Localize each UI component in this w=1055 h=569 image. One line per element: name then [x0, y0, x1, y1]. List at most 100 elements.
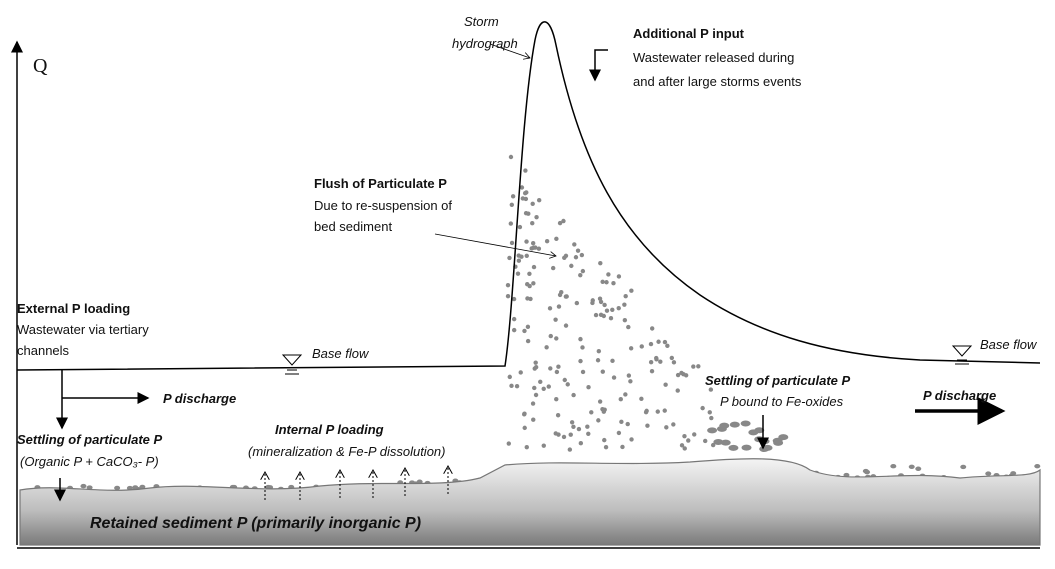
particle	[525, 324, 531, 330]
particle	[546, 384, 551, 389]
particle	[561, 218, 566, 224]
particle	[890, 464, 897, 469]
particle	[541, 386, 546, 391]
particle	[139, 484, 146, 490]
particle	[510, 194, 516, 199]
label: and after large storms events	[633, 74, 802, 89]
particle	[532, 385, 537, 391]
particle	[508, 154, 514, 160]
particle	[759, 438, 770, 445]
label: P bound to Fe-oxides	[720, 394, 844, 409]
label-title: Settling of particulate P	[17, 432, 163, 447]
particle	[664, 425, 669, 430]
particle	[625, 421, 630, 427]
particle	[602, 437, 607, 443]
particle	[616, 305, 621, 311]
particle	[671, 422, 676, 427]
particle	[132, 485, 139, 490]
particle	[710, 442, 716, 448]
particle	[506, 441, 511, 446]
particle	[514, 384, 520, 389]
particle	[554, 336, 559, 341]
particle	[536, 198, 542, 203]
particle	[562, 377, 567, 383]
particle	[554, 369, 560, 375]
particle	[682, 446, 687, 451]
particle	[523, 168, 528, 173]
particle	[557, 292, 563, 298]
particle	[682, 433, 687, 439]
particle	[554, 396, 559, 402]
particle	[533, 360, 538, 365]
particle	[639, 344, 644, 349]
particle	[572, 242, 577, 247]
particle	[648, 341, 654, 347]
particle	[522, 412, 527, 417]
particle	[590, 298, 595, 303]
particle	[626, 373, 632, 378]
particle	[985, 471, 992, 476]
particle	[505, 293, 511, 299]
particle	[511, 327, 517, 333]
particle	[516, 253, 521, 258]
particle	[596, 418, 601, 423]
label-title: External P loading	[17, 301, 130, 316]
particle	[531, 281, 536, 286]
particle	[629, 288, 634, 293]
label-title: Internal P loading	[275, 422, 384, 437]
particle	[663, 382, 668, 387]
particle	[740, 420, 751, 427]
particle	[703, 438, 708, 444]
particle	[596, 348, 602, 354]
particle	[507, 374, 512, 380]
label-title: Additional P input	[633, 26, 745, 41]
particle	[541, 443, 546, 448]
particle	[522, 425, 527, 431]
particle	[530, 401, 536, 406]
particle	[509, 202, 515, 208]
particle	[525, 282, 530, 287]
particle	[598, 260, 603, 266]
axis-label: Q	[33, 55, 48, 77]
particle	[511, 296, 517, 302]
particle	[669, 355, 675, 361]
pointer	[434, 233, 556, 256]
particle	[611, 375, 617, 380]
particle	[598, 312, 604, 318]
particle	[616, 430, 622, 436]
particle	[531, 417, 536, 422]
particle	[655, 409, 660, 414]
label-title: Settling of particulate P	[705, 373, 851, 388]
particle	[516, 258, 522, 263]
particle	[662, 408, 667, 413]
particle	[686, 438, 691, 443]
particle	[553, 317, 558, 322]
particle	[563, 323, 569, 328]
particle	[586, 385, 591, 390]
particle	[509, 383, 514, 389]
particle	[665, 343, 670, 349]
particle	[700, 405, 705, 411]
particle	[573, 255, 579, 260]
particle	[530, 240, 536, 246]
particle	[709, 415, 714, 421]
particle	[563, 253, 569, 258]
particle	[511, 316, 517, 322]
particle	[567, 447, 573, 452]
particle	[555, 413, 561, 418]
particle	[568, 432, 573, 437]
particle	[649, 326, 655, 331]
particle	[597, 296, 603, 301]
particle	[557, 220, 563, 226]
label: Wastewater via tertiary	[17, 322, 149, 337]
particle	[574, 300, 580, 306]
particle	[524, 444, 529, 450]
release-arrows	[265, 466, 448, 500]
particle	[508, 221, 514, 226]
particle	[518, 370, 523, 375]
label: Due to re-suspension of	[314, 198, 452, 213]
particle	[741, 444, 752, 451]
particle	[517, 224, 523, 230]
label: P discharge	[163, 391, 236, 406]
